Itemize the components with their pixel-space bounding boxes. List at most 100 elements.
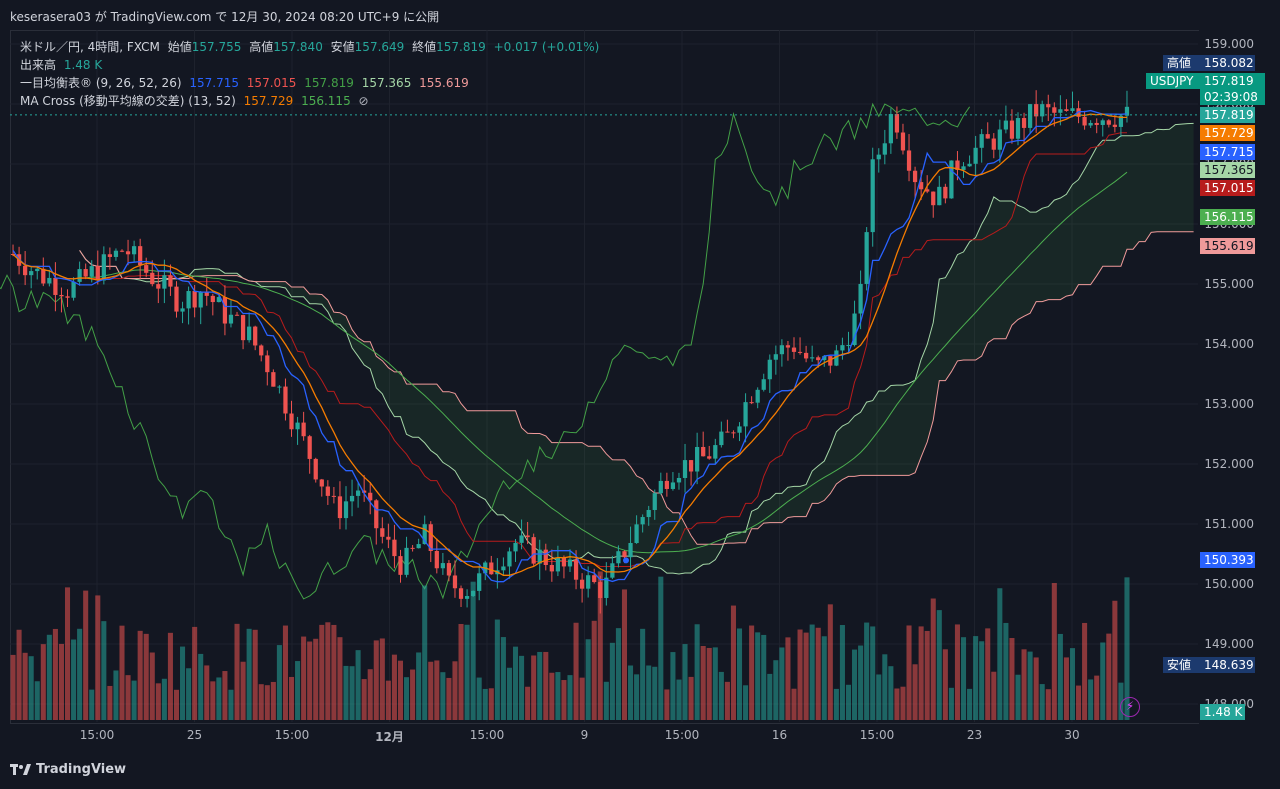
candle — [579, 573, 585, 603]
volume-bar — [422, 585, 428, 720]
volume-bar — [967, 688, 973, 720]
candle — [1112, 114, 1117, 133]
candle — [1040, 100, 1045, 123]
candle — [628, 526, 633, 571]
candle — [719, 421, 724, 448]
candle — [374, 499, 379, 545]
candle — [567, 549, 573, 573]
volume-bar — [918, 626, 924, 720]
candle — [701, 431, 706, 457]
candle — [471, 590, 476, 598]
volume-bar — [743, 685, 749, 720]
volume-bar — [652, 666, 658, 720]
high-tag: 高値 — [1163, 55, 1200, 71]
volume-bar — [107, 685, 113, 720]
candle — [77, 261, 82, 286]
candle — [725, 419, 730, 433]
volume-bar — [34, 681, 40, 720]
candle — [688, 460, 694, 486]
volume-bar — [186, 668, 192, 720]
volume-bar — [440, 672, 446, 720]
ma-fast-line — [12, 113, 1127, 576]
volume-bar — [845, 684, 852, 720]
volume-bar — [809, 624, 815, 720]
volume-bar — [500, 637, 506, 720]
volume-bar — [40, 644, 46, 720]
volume-bar — [252, 629, 258, 720]
candle — [240, 314, 246, 350]
high-value: 157.840 — [273, 40, 323, 54]
candle — [150, 260, 155, 287]
candle — [767, 354, 772, 393]
senkou-span-b-line — [79, 231, 1194, 545]
candle — [477, 565, 482, 601]
volume-bar — [494, 619, 500, 720]
candle — [943, 183, 948, 204]
volume-bar — [301, 636, 307, 720]
candle — [416, 538, 421, 549]
volume-bar — [204, 665, 210, 720]
volume-bar — [410, 669, 416, 720]
volume-bar — [561, 680, 567, 720]
price-tick: 155.000 — [1204, 277, 1254, 291]
volume-bar — [1039, 684, 1045, 720]
close-value: 157.819 — [436, 40, 486, 54]
volume-bar — [506, 667, 512, 720]
volume-bar — [912, 664, 918, 720]
candle — [234, 311, 240, 316]
volume-bar — [143, 633, 149, 720]
candle — [513, 539, 518, 562]
candle — [283, 378, 288, 421]
volume-bar — [900, 686, 906, 720]
close-price-label: 157.819 — [1200, 107, 1255, 123]
candle — [749, 396, 754, 405]
candle — [107, 247, 113, 270]
volume-bar — [1009, 638, 1015, 720]
volume-bar — [367, 669, 373, 720]
volume-bar — [852, 649, 858, 720]
candle — [592, 568, 597, 584]
price-tick: 154.000 — [1204, 337, 1254, 351]
volume-bar — [1051, 583, 1057, 720]
candle — [65, 289, 70, 307]
span-b-label: 155.619 — [1200, 238, 1255, 254]
candle — [464, 589, 470, 608]
candle — [289, 400, 294, 437]
candle — [446, 560, 452, 582]
low-tag: 安値 — [1163, 657, 1200, 673]
eye-off-icon[interactable]: ⊘ — [358, 94, 369, 108]
ichimoku-chikou: 157.819 — [304, 76, 354, 90]
volume-bar — [319, 624, 325, 720]
volume-bar — [198, 653, 204, 720]
low-value: 148.639 — [1200, 657, 1255, 673]
ma-slow-value: 156.115 — [301, 94, 351, 108]
volume-bar — [161, 678, 167, 720]
time-tick: 30 — [1064, 728, 1080, 742]
volume-bar — [785, 637, 791, 720]
tradingview-logo[interactable]: TradingView — [10, 762, 126, 777]
legend-symbol: 米ドル／円, 4時間, FXCM 始値157.755 高値157.840 安値1… — [20, 38, 603, 55]
candle — [53, 262, 58, 312]
candle — [83, 263, 88, 280]
volume-bar — [864, 622, 870, 720]
volume-bar — [736, 628, 743, 720]
volume-bar — [954, 624, 960, 720]
open-value: 157.755 — [191, 40, 242, 54]
candle — [549, 549, 554, 582]
candle — [634, 515, 639, 544]
candle — [737, 422, 742, 442]
candle — [791, 337, 797, 360]
tradingview-mark-icon — [10, 763, 31, 775]
volume-bar — [295, 661, 301, 720]
volume-bar — [724, 681, 730, 720]
lightning-icon[interactable]: ⚡ — [1120, 697, 1140, 717]
candle — [1015, 112, 1021, 146]
volume-bar — [270, 681, 276, 720]
candle — [543, 543, 548, 571]
candle — [682, 443, 688, 493]
candle — [519, 519, 524, 550]
candle — [501, 557, 506, 576]
candle — [906, 134, 912, 182]
candle — [967, 155, 972, 167]
